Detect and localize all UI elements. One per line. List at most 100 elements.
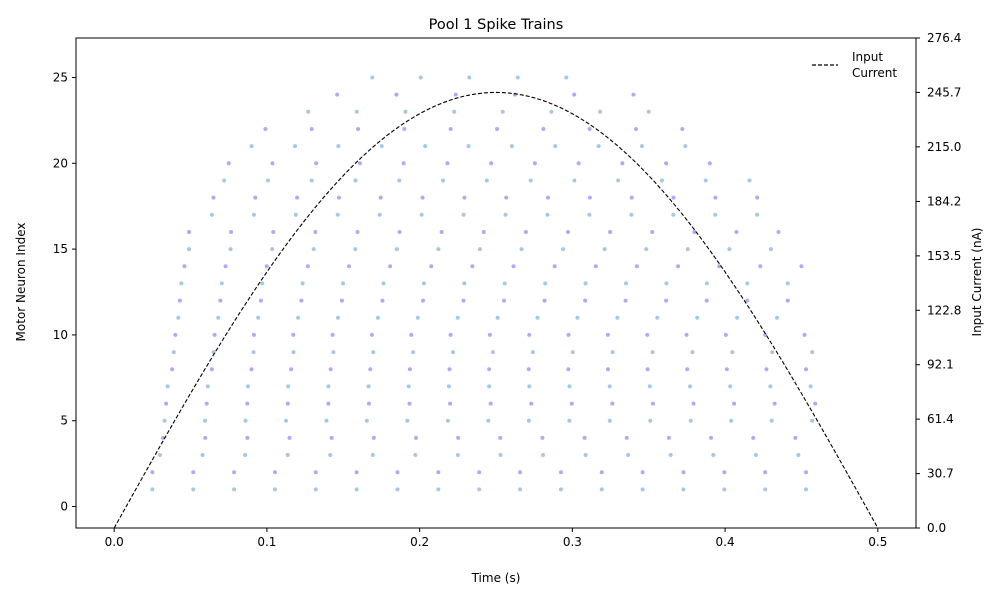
spike-neuron-19 <box>616 178 621 183</box>
spike-neuron-10 <box>802 332 807 337</box>
spike-neuron-10 <box>251 332 256 337</box>
spike-neuron-5 <box>284 418 288 423</box>
spike-neuron-5 <box>648 418 653 423</box>
spike-neuron-8 <box>764 367 769 372</box>
spike-neuron-25 <box>467 75 472 80</box>
spike-neuron-3 <box>243 453 248 458</box>
spike-neuron-22 <box>495 126 500 131</box>
spike-neuron-9 <box>451 350 456 355</box>
spike-neuron-11 <box>335 315 340 320</box>
spike-neuron-9 <box>570 350 575 355</box>
spike-neuron-9 <box>211 350 216 355</box>
spike-neuron-4 <box>413 435 418 440</box>
spike-neuron-16 <box>734 229 739 234</box>
spike-neuron-6 <box>245 401 250 406</box>
spike-neuron-20 <box>314 161 319 166</box>
spike-neuron-19 <box>441 178 446 183</box>
spike-neuron-15 <box>519 247 524 252</box>
spike-neuron-10 <box>448 332 453 337</box>
spike-neuron-13 <box>462 281 467 286</box>
spike-neuron-20 <box>532 161 537 166</box>
spike-neuron-11 <box>615 315 620 320</box>
spike-neuron-5 <box>688 418 693 423</box>
spike-neuron-6 <box>407 401 412 406</box>
spike-neuron-7 <box>527 384 532 389</box>
spike-neuron-5 <box>162 418 167 423</box>
spike-neuron-21 <box>596 144 601 149</box>
spike-neuron-10 <box>645 332 650 337</box>
spike-neuron-3 <box>753 453 758 458</box>
spike-neuron-4 <box>329 435 334 440</box>
spike-neuron-11 <box>455 315 460 320</box>
spike-neuron-13 <box>543 281 548 286</box>
spike-neuron-19 <box>747 178 752 183</box>
spike-neuron-13 <box>341 281 346 286</box>
spike-neuron-12 <box>502 298 507 303</box>
spike-neuron-13 <box>300 281 305 286</box>
spike-neuron-19 <box>484 178 489 183</box>
spike-neuron-6 <box>488 401 493 406</box>
spike-neuron-10 <box>684 332 689 337</box>
spike-neuron-13 <box>704 281 709 286</box>
spike-neuron-1 <box>436 487 441 492</box>
spike-neuron-12 <box>461 298 466 303</box>
spike-neuron-15 <box>270 247 275 252</box>
spike-neuron-10 <box>409 332 414 337</box>
spike-neuron-3 <box>498 453 503 458</box>
spike-neuron-6 <box>732 401 737 406</box>
spike-neuron-19 <box>572 178 577 183</box>
spike-neuron-7 <box>607 384 612 389</box>
spike-neuron-17 <box>209 212 214 217</box>
spike-neuron-21 <box>423 144 428 149</box>
spike-neuron-11 <box>535 315 540 320</box>
spike-neuron-3 <box>583 453 588 458</box>
spike-neuron-18 <box>587 195 592 200</box>
spike-neuron-18 <box>295 195 300 200</box>
spike-neuron-3 <box>413 453 418 458</box>
spike-neuron-9 <box>171 350 176 355</box>
spike-neuron-23 <box>598 109 603 114</box>
spike-neuron-14 <box>223 264 228 269</box>
spike-neuron-13 <box>745 281 750 286</box>
spike-neuron-23 <box>500 109 505 114</box>
y2-axis-label: Input Current (nA) <box>970 228 984 337</box>
input-current-line <box>113 91 879 529</box>
spike-neuron-18 <box>629 195 634 200</box>
spike-neuron-3 <box>328 453 333 458</box>
spike-neuron-2 <box>395 470 400 475</box>
spike-neuron-5 <box>567 418 572 423</box>
spike-neuron-7 <box>487 384 492 389</box>
spike-neuron-6 <box>285 401 290 406</box>
y2-tick-label: 30.7 <box>927 467 954 481</box>
spike-neuron-19 <box>659 178 664 183</box>
spike-neuron-10 <box>291 332 296 337</box>
spike-neuron-2 <box>722 470 727 475</box>
spike-neuron-9 <box>610 350 615 355</box>
y-tick-label: 25 <box>53 70 68 84</box>
spike-neuron-9 <box>411 350 416 355</box>
spike-neuron-14 <box>676 264 681 269</box>
spike-neuron-1 <box>191 487 196 492</box>
x-tick-label: 0.1 <box>257 535 276 549</box>
spike-neuron-4 <box>540 435 545 440</box>
y2-tick-label: 61.4 <box>927 412 954 426</box>
spike-neuron-17 <box>419 212 424 217</box>
spike-neuron-17 <box>377 212 382 217</box>
y2-tick-label: 276.4 <box>927 31 961 45</box>
spike-neuron-7 <box>165 384 170 389</box>
spike-neuron-5 <box>769 418 774 423</box>
spike-neuron-19 <box>222 178 227 183</box>
spike-neuron-16 <box>355 229 360 234</box>
spike-neuron-14 <box>388 264 393 269</box>
x-tick-label: 0.5 <box>868 535 887 549</box>
x-tick-label: 0.0 <box>105 535 124 549</box>
spike-neuron-6 <box>691 401 696 406</box>
spike-neuron-11 <box>296 315 301 320</box>
spike-neuron-7 <box>246 384 251 389</box>
spike-neuron-1 <box>232 487 237 492</box>
spike-neuron-10 <box>369 332 374 337</box>
spike-neuron-9 <box>291 350 296 355</box>
spike-neuron-25 <box>370 75 375 80</box>
spike-neuron-15 <box>768 247 773 252</box>
